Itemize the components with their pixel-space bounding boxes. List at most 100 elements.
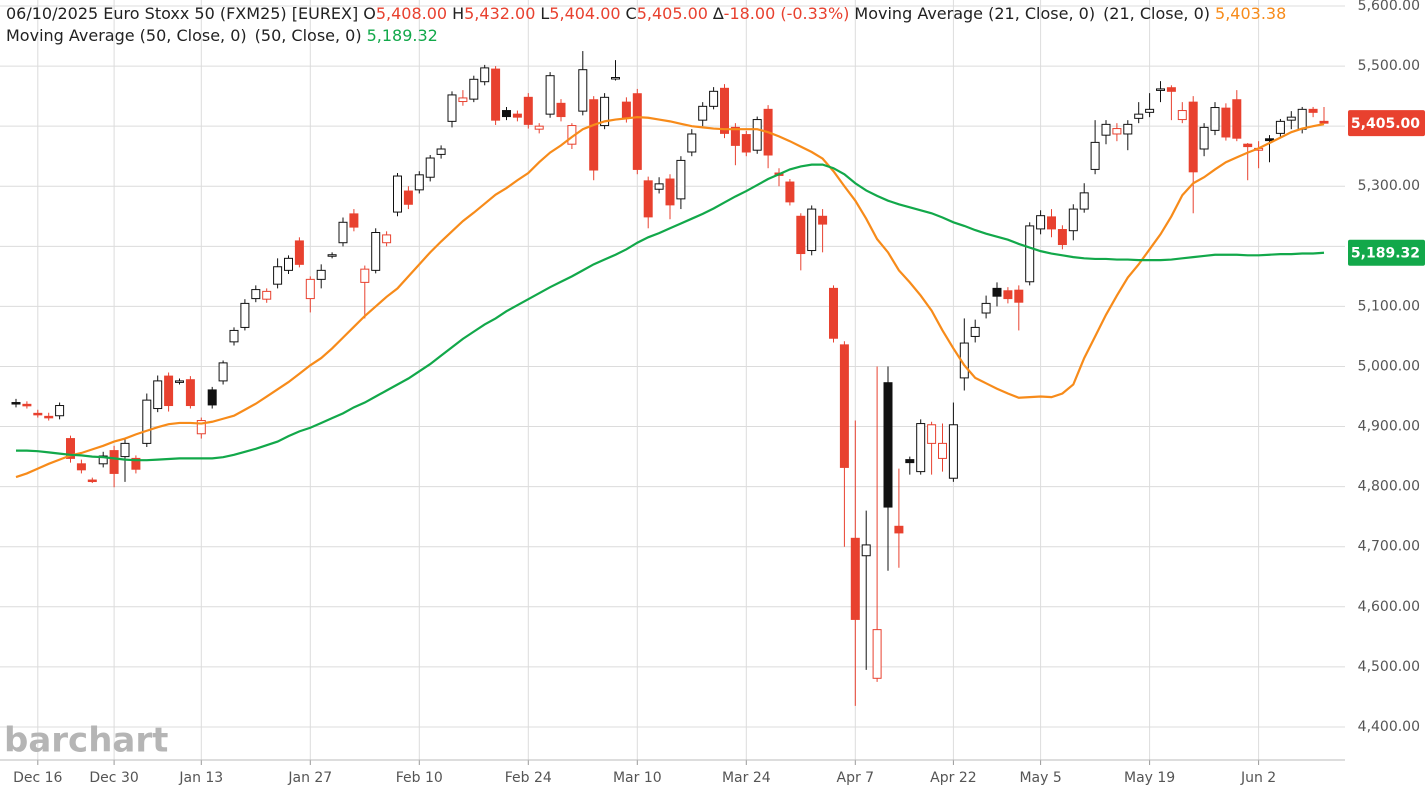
candle-body <box>676 159 686 200</box>
candle-body <box>1036 215 1046 230</box>
candle-body <box>916 423 926 473</box>
x-tick-label: Dec 16 <box>13 770 62 786</box>
candle-body <box>1199 126 1209 150</box>
x-tick-label: May 19 <box>1124 770 1175 786</box>
x-tick-label: Jun 2 <box>1240 770 1276 786</box>
stat-value: 5,405.00 <box>637 4 708 23</box>
y-tick-label: 5,000.00 <box>1358 358 1420 374</box>
candle-body <box>611 77 620 80</box>
candle-body <box>1275 120 1285 134</box>
candle-body <box>1232 99 1242 139</box>
candle-body <box>98 455 108 465</box>
candle-body <box>654 183 664 190</box>
candle-body <box>665 178 675 206</box>
candle-body <box>120 442 130 458</box>
candle-body <box>1297 108 1307 130</box>
candle-body <box>1156 88 1165 91</box>
candle-body <box>436 148 446 155</box>
candle-body <box>447 94 457 122</box>
candle-body <box>164 375 174 407</box>
candle-body <box>872 629 882 679</box>
y-tick-label: 4,900.00 <box>1358 419 1420 435</box>
x-tick-label: Dec 30 <box>89 770 138 786</box>
candle-body <box>87 479 97 483</box>
candle-body <box>643 180 653 218</box>
candle-body <box>981 302 991 314</box>
candle-body <box>1210 107 1220 131</box>
watermark: barchart <box>4 721 168 761</box>
candle-body <box>229 329 239 343</box>
candle-body <box>905 459 915 464</box>
candle-body <box>1188 101 1198 173</box>
candle-body <box>131 457 141 470</box>
candle-body <box>687 133 697 153</box>
marks <box>11 51 1329 706</box>
candle-body <box>480 67 490 83</box>
candle-body <box>1265 138 1274 142</box>
candle-body <box>305 278 315 300</box>
candle-body <box>1112 128 1122 135</box>
candle-body <box>153 380 163 410</box>
stat-key: ∆ <box>712 4 724 23</box>
candle-body <box>175 380 184 383</box>
candle-body <box>698 105 708 121</box>
candle-body <box>512 113 522 118</box>
candle-body <box>1243 143 1253 148</box>
candle-body <box>1308 108 1318 113</box>
stat-key: C <box>626 4 637 23</box>
legend-value: 5,403.38 <box>1215 4 1286 23</box>
candle-body <box>66 438 75 459</box>
candle-body <box>294 240 304 265</box>
candle-body <box>589 99 599 171</box>
candle-body <box>1101 123 1111 136</box>
candle-body <box>970 326 980 337</box>
candle-body <box>839 344 849 468</box>
candle-body <box>1025 225 1035 283</box>
candle-body <box>556 102 566 118</box>
candle-body <box>11 402 21 405</box>
candle-body <box>22 403 32 407</box>
ma-line <box>15 116 1325 479</box>
candle-body <box>382 234 392 244</box>
candle-body <box>1286 116 1296 121</box>
legend-params: (21, Close, 0) <box>1103 4 1210 23</box>
y-tick-label: 4,400.00 <box>1358 719 1420 735</box>
candle-body <box>1123 123 1133 135</box>
candle-body <box>273 266 283 285</box>
candle-body <box>142 399 152 444</box>
candle-body <box>818 215 828 225</box>
stat-value: 5,408.00 <box>376 4 447 23</box>
candle-body <box>829 287 838 339</box>
header-line: 06/10/2025 Euro Stoxx 50 (FXM25) [EUREX]… <box>6 4 1286 23</box>
x-tick-label: Mar 24 <box>722 770 771 786</box>
candle-body <box>861 544 871 557</box>
candle-body <box>534 125 544 130</box>
candle-body <box>730 126 740 146</box>
candle-body <box>55 405 65 417</box>
y-tick-label: 4,800.00 <box>1358 479 1420 495</box>
candle-body <box>316 269 326 280</box>
candle-body <box>33 412 43 416</box>
x-tick-label: May 5 <box>1019 770 1061 786</box>
candle-body <box>360 268 370 283</box>
stat-value: 5,404.00 <box>549 4 620 23</box>
header-line: Moving Average (50, Close, 0) (50, Close,… <box>6 26 438 45</box>
candle-body <box>785 181 795 203</box>
candle-body <box>927 424 937 444</box>
y-tick-label: 4,700.00 <box>1358 539 1420 555</box>
y-tick-label: 5,100.00 <box>1358 298 1420 314</box>
header-title: 06/10/2025 Euro Stoxx 50 (FXM25) [EUREX] <box>6 4 358 23</box>
price-tag <box>1348 110 1425 137</box>
candle-body <box>992 287 1002 297</box>
candle-body <box>240 302 250 328</box>
legend-name: Moving Average (21, Close, 0) <box>854 4 1095 23</box>
y-tick-label: 4,600.00 <box>1358 599 1420 615</box>
candle-body <box>284 257 293 271</box>
candle-body <box>621 101 631 119</box>
candle-body <box>1057 229 1067 246</box>
candle-body <box>393 175 402 213</box>
y-tick-label: 5,300.00 <box>1358 178 1420 194</box>
candle-body <box>349 213 359 228</box>
